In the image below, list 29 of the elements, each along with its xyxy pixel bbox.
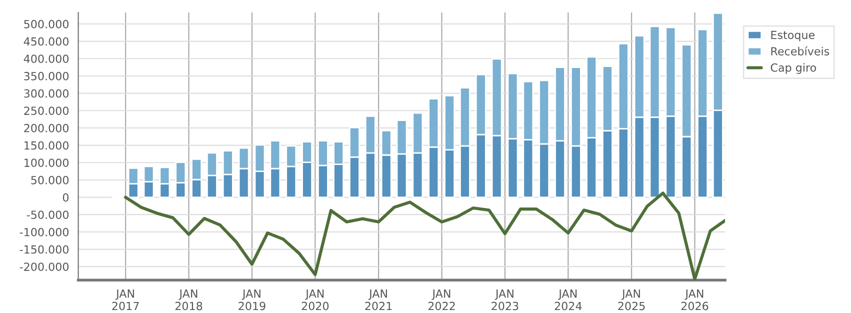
legend-label: Cap giro (770, 63, 816, 74)
y-tick-label: 0 (62, 193, 69, 202)
y-tick-label: 200.000 (24, 124, 69, 132)
x-tick-label: JAN 2024 (554, 290, 582, 310)
y-tick-label: -200.000 (20, 262, 69, 271)
y-tick-label: -100.000 (20, 228, 69, 236)
y-tick-label: -50.000 (26, 210, 69, 219)
y-tick-label: 150.000 (24, 141, 69, 150)
x-tick-label: JAN 2020 (302, 290, 329, 310)
x-tick-label: JAN 2019 (238, 290, 266, 310)
x-tick-label: JAN 2021 (365, 290, 392, 310)
y-tick-label: 100.000 (24, 158, 69, 167)
y-tick-label: 250.000 (24, 106, 69, 115)
y-tick-label: 450.000 (24, 37, 69, 46)
y-tick-label: -150.000 (20, 245, 69, 254)
y-tick-label: 350.000 (24, 72, 69, 80)
legend-label: Recebíveis (771, 46, 830, 56)
x-tick-label: JAN 2017 (112, 290, 139, 310)
y-tick-label: 50.000 (31, 176, 69, 184)
x-tick-label: JAN 2026 (681, 290, 708, 310)
x-tick-label: JAN 2025 (618, 290, 645, 310)
y-tick-label: 300.000 (24, 89, 69, 98)
x-tick-label: JAN 2022 (428, 290, 455, 310)
legend-label: Estoque (771, 30, 815, 42)
line-series (124, 192, 726, 280)
x-tick-label: JAN 2023 (492, 290, 518, 310)
y-tick-label: 400.000 (24, 54, 69, 64)
y-tick-label: 500.000 (24, 20, 69, 28)
x-tick-label: JAN 2018 (175, 290, 202, 310)
